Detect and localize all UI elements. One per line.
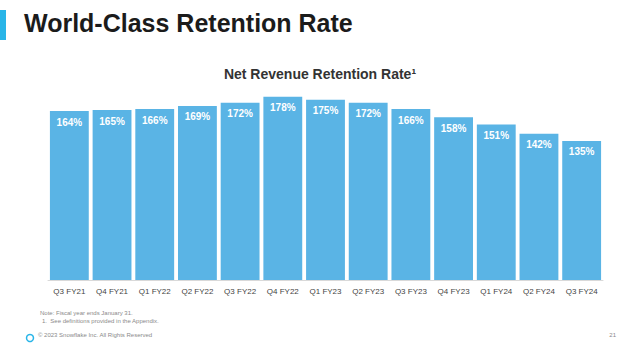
- svg-text:Net Revenue Retention Rate¹: Net Revenue Retention Rate¹: [224, 66, 416, 82]
- svg-text:169%: 169%: [185, 111, 211, 122]
- svg-text:178%: 178%: [270, 102, 296, 113]
- svg-text:Q1 FY22: Q1 FY22: [139, 287, 172, 296]
- svg-text:Q3 FY23: Q3 FY23: [395, 287, 428, 296]
- svg-text:Q2 FY22: Q2 FY22: [181, 287, 214, 296]
- svg-text:Q3 FY24: Q3 FY24: [566, 287, 599, 296]
- svg-text:World-Class Retention Rate: World-Class Retention Rate: [24, 9, 353, 37]
- svg-text:Q3 FY21: Q3 FY21: [53, 287, 86, 296]
- svg-text:Q4 FY23: Q4 FY23: [438, 287, 471, 296]
- svg-text:166%: 166%: [398, 115, 424, 126]
- svg-text:166%: 166%: [142, 115, 168, 126]
- svg-text:© 2023 Snowflake Inc. All Righ: © 2023 Snowflake Inc. All Rights Reserve…: [38, 332, 152, 338]
- svg-text:1. See definitions provided i: 1. See definitions provided in the Appen…: [42, 318, 159, 324]
- svg-text:Q2 FY23: Q2 FY23: [352, 287, 385, 296]
- svg-text:151%: 151%: [483, 130, 509, 141]
- svg-text:21: 21: [609, 332, 616, 338]
- svg-text:165%: 165%: [99, 116, 125, 127]
- svg-text:Q4 FY21: Q4 FY21: [96, 287, 129, 296]
- svg-text:135%: 135%: [569, 146, 595, 157]
- svg-text:Note: Fiscal year ends January: Note: Fiscal year ends January 31.: [40, 310, 133, 316]
- svg-text:Q4 FY22: Q4 FY22: [267, 287, 300, 296]
- svg-text:158%: 158%: [441, 123, 467, 134]
- svg-text:Q1 FY24: Q1 FY24: [480, 287, 513, 296]
- svg-text:142%: 142%: [526, 139, 552, 150]
- svg-text:172%: 172%: [227, 108, 253, 119]
- svg-text:Q2 FY24: Q2 FY24: [523, 287, 556, 296]
- svg-text:175%: 175%: [313, 105, 339, 116]
- svg-text:Q1 FY23: Q1 FY23: [309, 287, 342, 296]
- svg-text:172%: 172%: [355, 108, 381, 119]
- svg-text:Q3 FY22: Q3 FY22: [224, 287, 257, 296]
- svg-text:164%: 164%: [57, 117, 83, 128]
